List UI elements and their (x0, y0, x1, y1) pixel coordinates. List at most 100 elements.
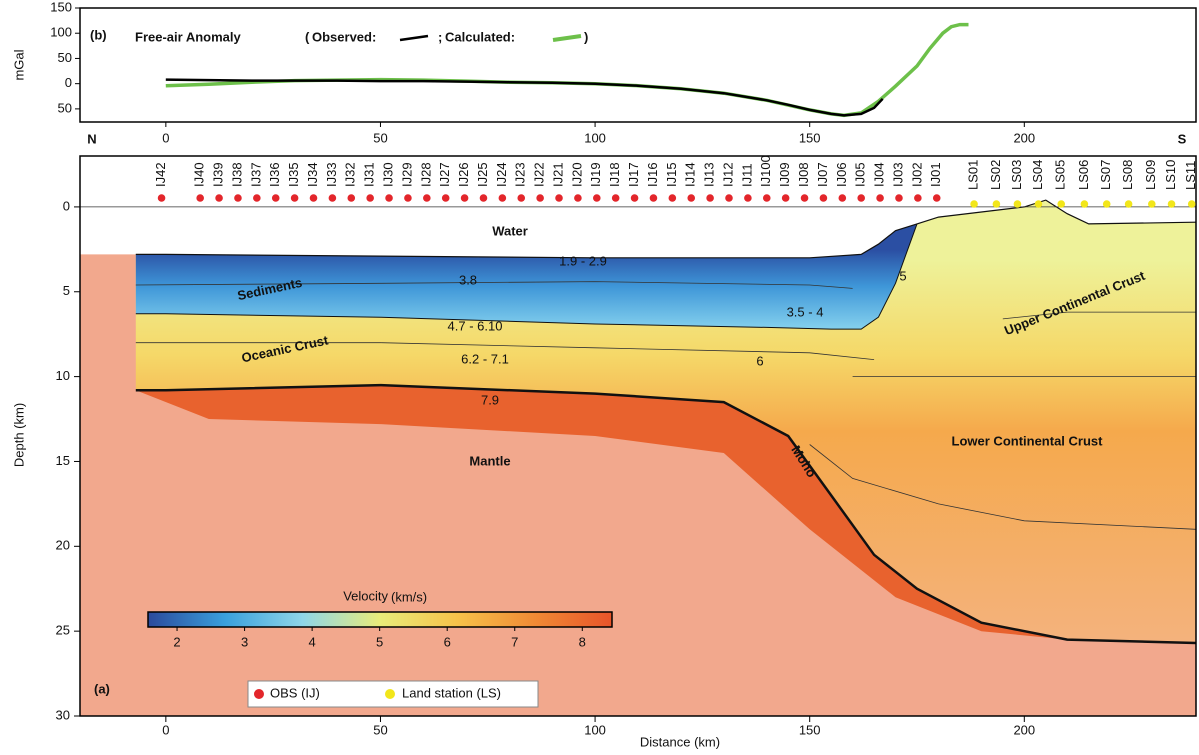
station-marker (611, 194, 620, 202)
x-tick-label: 50 (373, 722, 387, 737)
station-label: IJ06 (834, 162, 849, 187)
station-label: IJ05 (853, 162, 868, 187)
y-tick-label: 50 (58, 50, 72, 65)
y-axis-label: Depth (km) (11, 403, 26, 467)
station-label: IJ11 (739, 163, 754, 187)
annotation: 5 (899, 268, 906, 283)
station-label: IJ16 (645, 162, 660, 187)
station-label: LS04 (1030, 160, 1045, 190)
station-marker (498, 194, 507, 202)
chart-title: Free-air Anomaly (135, 29, 241, 44)
station-marker (234, 194, 242, 202)
north-label: N (87, 131, 96, 146)
station-label: LS08 (1120, 160, 1135, 190)
station-label: IJ32 (343, 162, 358, 187)
y-tick-label: 0 (65, 75, 72, 90)
station-label: IJ25 (475, 162, 490, 187)
station-label: IJ30 (380, 162, 395, 187)
station-marker (857, 194, 865, 202)
annotation: 1.9 - 2.9 (559, 253, 607, 268)
legend-label: Calculated: (445, 29, 515, 44)
plot-frame (79, 7, 1197, 123)
station-label: IJ35 (286, 162, 301, 187)
station-label: IJ26 (456, 162, 471, 187)
y-tick-label: 10 (56, 368, 70, 383)
station-label: IJ19 (588, 162, 603, 187)
x-tick-label: 0 (162, 722, 169, 737)
interface-line (135, 383, 1197, 645)
y-tick-label: 30 (56, 707, 70, 722)
station-marker (895, 194, 903, 202)
station-label: IJ36 (267, 162, 282, 187)
station-label: IJ34 (305, 162, 320, 187)
station-marker (1147, 200, 1156, 208)
station-marker (1080, 200, 1089, 208)
x-tick-label: 0 (162, 130, 169, 145)
station-label: IJ42 (153, 162, 168, 187)
station-marker (970, 200, 978, 208)
x-tick-label: 150 (799, 722, 821, 737)
station-marker (630, 194, 639, 202)
station-marker (157, 194, 166, 202)
interface-line (135, 223, 918, 330)
station-label: IJ24 (494, 162, 509, 187)
colorbar-tick-label: 7 (511, 634, 518, 649)
station-marker (1057, 200, 1066, 208)
station-label: IJ22 (532, 162, 547, 187)
mantle-lid (135, 385, 1196, 643)
station-marker (687, 194, 696, 202)
south-label: S (1178, 131, 1187, 146)
isoline (809, 444, 1197, 530)
x-axis-label: Distance (km) (640, 734, 720, 749)
station-marker (706, 194, 714, 202)
station-marker (819, 194, 828, 202)
station-label: IJ21 (550, 162, 565, 187)
legend-marker (385, 689, 395, 699)
station-label: IJ12 (720, 162, 735, 187)
panel-label: (a) (94, 681, 110, 696)
station-marker (1167, 200, 1176, 208)
station-label: IJ01 (928, 162, 943, 187)
station-label: LS06 (1076, 160, 1091, 190)
legend-marker (254, 689, 264, 699)
station-marker (1013, 200, 1022, 208)
station-marker (423, 194, 431, 202)
station-marker (1187, 200, 1196, 208)
station-marker (574, 194, 582, 202)
station-marker (838, 194, 847, 202)
legend-label: OBS (IJ) (270, 685, 320, 700)
annotation: 3.8 (459, 272, 477, 287)
station-marker (932, 194, 941, 202)
station-label: IJ100 (758, 155, 773, 187)
station-marker (1124, 200, 1133, 208)
station-marker (347, 194, 356, 202)
y-tick-label: 0 (63, 198, 70, 213)
colorbar-tick-label: 5 (376, 634, 383, 649)
station-marker (800, 194, 809, 202)
station-label: IJ31 (362, 162, 377, 187)
annotation: Water (492, 223, 528, 238)
legend-punct: ( (305, 29, 310, 44)
station-label: LS02 (988, 160, 1003, 190)
station-label: LS11 (1183, 161, 1198, 190)
station-marker (914, 194, 922, 202)
station-label: IJ13 (702, 162, 717, 187)
station-marker (876, 194, 884, 202)
station-label: IJ39 (211, 162, 226, 187)
y-tick-label: 150 (50, 0, 72, 14)
y-tick-label: 5 (63, 283, 70, 298)
sediments (135, 223, 918, 330)
colorbar-tick-label: 8 (579, 634, 586, 649)
station-marker (196, 194, 204, 202)
isoline (135, 281, 853, 289)
station-label: IJ15 (664, 162, 679, 187)
station-label: IJ09 (777, 162, 792, 187)
legend-swatch (552, 34, 582, 42)
station-label: IJ33 (324, 162, 339, 187)
station-marker (290, 194, 299, 202)
station-label: IJ23 (513, 162, 528, 187)
station-marker (479, 194, 488, 202)
colorbar-tick-label: 4 (309, 634, 316, 649)
station-marker (781, 194, 790, 202)
